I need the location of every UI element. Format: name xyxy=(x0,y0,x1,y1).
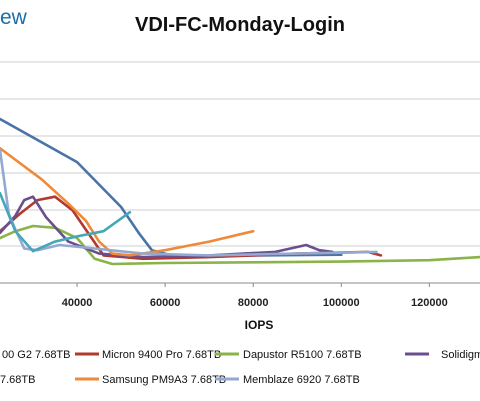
legend-label: 00 G2 7.68TB xyxy=(2,349,71,361)
x-tick-label: 80000 xyxy=(238,297,269,309)
x-tick-labels: 40000 60000 80000 100000 120000 xyxy=(62,283,448,309)
series-line-teal xyxy=(0,191,132,253)
series-line-light_blue xyxy=(0,148,378,257)
series-line-green xyxy=(0,224,480,266)
x-tick-label: 100000 xyxy=(323,297,360,309)
series-lines xyxy=(0,117,480,266)
x-axis-label: IOPS xyxy=(245,318,274,332)
legend-label: Samsung PM9A3 7.68TB xyxy=(102,374,226,386)
series-line-purple xyxy=(0,195,334,259)
x-tick-label: 60000 xyxy=(150,297,181,309)
legend: 00 G2 7.68TB Micron 9400 Pro 7.68TB Dapust… xyxy=(0,349,480,386)
chart-title: VDI-FC-Monday-Login xyxy=(135,14,345,36)
gridlines xyxy=(0,61,480,247)
series-line-orange xyxy=(0,147,255,257)
legend-label: Memblaze 6920 7.68TB xyxy=(243,374,360,386)
x-tick-label: 40000 xyxy=(62,297,93,309)
legend-label: Dapustor R5100 7.68TB xyxy=(243,349,362,361)
logo-text: ew xyxy=(0,6,27,29)
legend-label: Solidigm xyxy=(441,349,480,361)
x-tick-label: 120000 xyxy=(411,297,448,309)
legend-label: Micron 9400 Pro 7.68TB xyxy=(102,349,221,361)
legend-label: 7.68TB xyxy=(0,374,35,386)
